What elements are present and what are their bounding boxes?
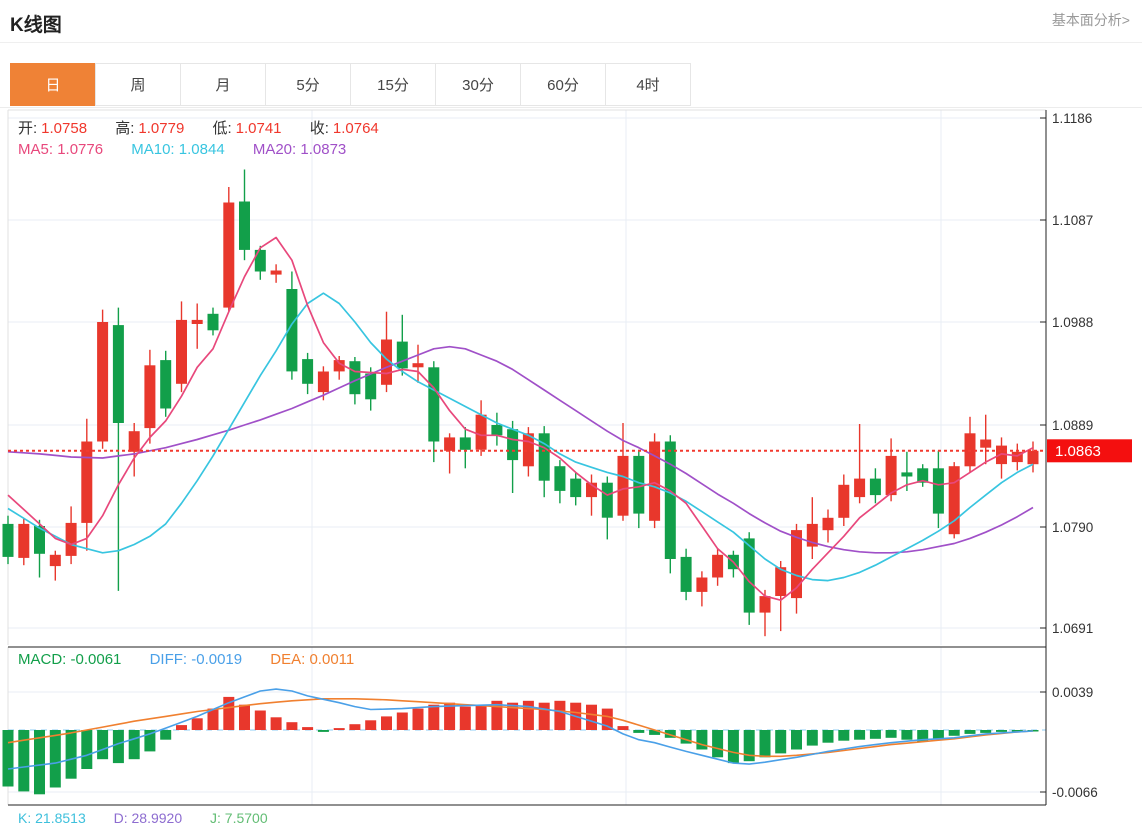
macd-label: MACD: (18, 651, 67, 668)
ma-readout: MA5: 1.0776 MA10: 1.0844 MA20: 1.0873 (18, 141, 370, 158)
current-price-tag: 1.0863 (1047, 439, 1132, 463)
tab-周[interactable]: 周 (95, 63, 181, 106)
k-label: K: (18, 810, 32, 826)
svg-text:1.0988: 1.0988 (1052, 315, 1093, 330)
tab-4时[interactable]: 4时 (605, 63, 691, 106)
d-value: 28.9920 (131, 810, 183, 826)
high-value: 1.0779 (138, 120, 185, 137)
svg-text:1.1087: 1.1087 (1052, 213, 1093, 228)
ma20-value: 1.0873 (300, 141, 347, 158)
close-value: 1.0764 (332, 120, 379, 137)
high-label: 高: (115, 120, 135, 137)
ma10-label: MA10: (131, 141, 175, 158)
svg-text:1.1186: 1.1186 (1052, 111, 1092, 126)
open-value: 1.0758 (41, 120, 88, 137)
tab-30分[interactable]: 30分 (435, 63, 521, 106)
tab-bar-underline (0, 107, 1142, 108)
ma5-value: 1.0776 (57, 141, 104, 158)
svg-text:1.0889: 1.0889 (1052, 418, 1093, 433)
svg-text:0.0039: 0.0039 (1052, 685, 1093, 700)
tab-日[interactable]: 日 (10, 63, 96, 106)
title-divider (0, 42, 1142, 43)
fundamental-analysis-link[interactable]: 基本面分析> (1051, 12, 1130, 28)
d-label: D: (113, 810, 128, 826)
svg-text:1.0691: 1.0691 (1052, 621, 1093, 636)
low-label: 低: (212, 120, 232, 137)
tab-60分[interactable]: 60分 (520, 63, 606, 106)
tab-月[interactable]: 月 (180, 63, 266, 106)
diff-value: -0.0019 (191, 651, 243, 668)
period-tab-bar: 日周月 5分 15分 30分 60分 4时 (10, 63, 691, 106)
j-label: J: (210, 810, 221, 826)
ohlc-readout: 开: 1.0758 高: 1.0779 低: 1.0741 收: 1.0764 (18, 117, 403, 138)
page-title: K线图 (10, 15, 62, 36)
svg-text:-0.0066: -0.0066 (1052, 785, 1098, 800)
dea-value: 0.0011 (309, 651, 355, 668)
j-value: 7.5700 (224, 810, 268, 826)
tab-5分[interactable]: 5分 (265, 63, 351, 106)
k-value: 21.8513 (35, 810, 86, 826)
diff-label: DIFF: (149, 651, 188, 668)
macd-readout: MACD: -0.0061 DIFF: -0.0019 DEA: 0.0011 (18, 651, 378, 668)
ma20-label: MA20: (252, 141, 297, 158)
svg-text:1.0863: 1.0863 (1055, 443, 1101, 460)
tab-15分[interactable]: 15分 (350, 63, 436, 106)
ma10-value: 1.0844 (178, 141, 225, 158)
open-label: 开: (18, 120, 38, 137)
svg-text:1.0790: 1.0790 (1052, 520, 1093, 535)
ma5-label: MA5: (18, 141, 54, 158)
macd-value: -0.0061 (70, 651, 122, 668)
dea-label: DEA: (270, 651, 306, 668)
close-label: 收: (309, 120, 329, 137)
kdj-readout: K: 21.8513 D: 28.9920 J: 7.5700 (18, 810, 292, 826)
low-value: 1.0741 (235, 120, 282, 137)
